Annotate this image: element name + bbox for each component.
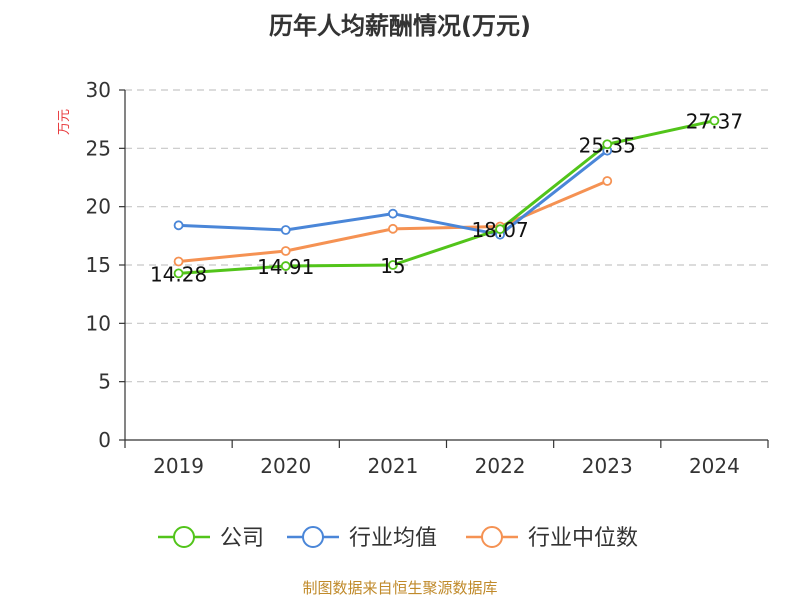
legend-marker bbox=[302, 526, 324, 548]
series-line-0 bbox=[178, 119, 715, 275]
source-note: 制图数据来自恒生聚源数据库 bbox=[302, 579, 497, 597]
legend-label: 行业均值 bbox=[349, 526, 437, 551]
gridlines bbox=[125, 89, 768, 383]
data-point bbox=[280, 246, 291, 256]
y-tick-label: 15 bbox=[86, 253, 111, 277]
y-tick-label: 30 bbox=[86, 78, 111, 102]
x-tick-label: 2023 bbox=[582, 454, 633, 478]
data-point bbox=[173, 256, 184, 267]
data-point bbox=[388, 260, 398, 270]
legend-label: 公司 bbox=[220, 526, 264, 551]
legend-label: 行业中位数 bbox=[528, 526, 638, 551]
y-tick-label: 20 bbox=[86, 195, 111, 219]
legend[interactable]: 公司 行业均值 行业中位数 bbox=[158, 526, 638, 551]
y-tick-label: 5 bbox=[98, 370, 111, 394]
legend-marker bbox=[173, 526, 195, 548]
legend-marker bbox=[481, 526, 503, 548]
data-point bbox=[709, 115, 720, 126]
legend-item-0[interactable]: 公司 bbox=[158, 526, 264, 551]
data-point bbox=[388, 208, 398, 219]
y-tick-label: 25 bbox=[86, 136, 111, 160]
data-label: 14.28 bbox=[150, 262, 207, 286]
series-line-1 bbox=[178, 149, 609, 237]
chart-title: 历年人均薪酬情况(万元) bbox=[269, 12, 531, 40]
x-tick-label: 2021 bbox=[367, 454, 418, 478]
data-point bbox=[173, 220, 184, 231]
data-label: 27.37 bbox=[686, 110, 743, 134]
legend-item-1[interactable]: 行业均值 bbox=[287, 526, 437, 551]
data-point bbox=[173, 268, 184, 279]
series-lines bbox=[173, 115, 720, 279]
y-tick-label: 10 bbox=[86, 311, 111, 335]
x-tick-label: 2024 bbox=[689, 454, 740, 478]
data-labels: 14.28 14.91 15 18.07 25.35 27.37 bbox=[150, 110, 743, 287]
data-label: 14.91 bbox=[257, 255, 314, 279]
data-point bbox=[388, 223, 398, 234]
legend-item-2[interactable]: 行业中位数 bbox=[466, 526, 638, 551]
data-label: 15 bbox=[380, 254, 405, 278]
data-point bbox=[280, 261, 291, 271]
axes: 0 5 10 15 20 25 30 2019 2020 2021 2022 2023 2024 bbox=[86, 78, 769, 478]
data-label: 25.35 bbox=[579, 133, 636, 157]
x-tick-label: 2020 bbox=[260, 454, 311, 478]
series-line-2 bbox=[178, 179, 608, 263]
data-point bbox=[280, 225, 291, 235]
data-point bbox=[602, 176, 613, 186]
y-tick-label: 0 bbox=[98, 428, 111, 452]
data-point bbox=[602, 139, 613, 150]
x-tick-label: 2019 bbox=[153, 454, 204, 478]
x-tick-label: 2022 bbox=[475, 454, 526, 478]
data-label: 18.07 bbox=[471, 218, 528, 242]
data-point bbox=[495, 224, 505, 235]
y-axis-unit-label: 万元 bbox=[57, 109, 72, 135]
